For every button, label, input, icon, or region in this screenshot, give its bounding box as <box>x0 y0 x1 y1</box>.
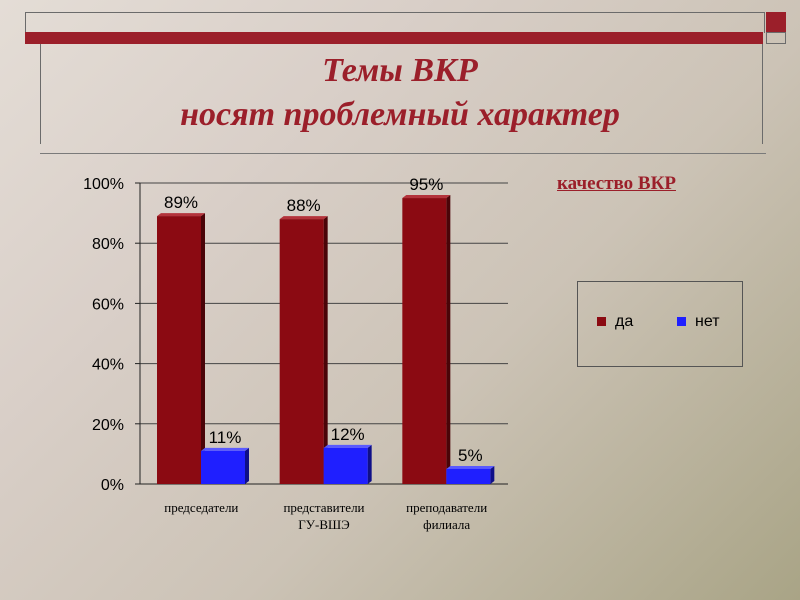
data-label: 89% <box>164 193 198 212</box>
legend-swatch <box>597 317 606 326</box>
bar-top <box>323 444 372 448</box>
bar-top <box>279 216 328 220</box>
bar-side <box>245 447 249 484</box>
bar-da <box>279 219 324 484</box>
y-tick-label: 100% <box>83 176 124 193</box>
bar-da <box>157 216 201 485</box>
x-category-label: председатели <box>164 500 238 515</box>
legend-label: нет <box>695 313 720 330</box>
data-label: 88% <box>287 196 321 215</box>
bar-side <box>446 195 451 485</box>
bar-side <box>490 465 495 484</box>
bar-net <box>323 447 368 484</box>
legend-label: да <box>615 313 633 330</box>
corner-outline-square <box>766 32 786 44</box>
y-tick-label: 80% <box>92 236 124 253</box>
bar-side <box>201 213 205 485</box>
bar-top <box>446 465 495 469</box>
x-category-label: преподаватели <box>406 500 487 515</box>
chart-legend <box>577 281 743 367</box>
bar-side <box>367 444 372 484</box>
data-label: 12% <box>331 425 365 444</box>
bar-top <box>201 447 249 451</box>
slide-title-line2: носят проблемный характер <box>180 96 620 133</box>
x-category-label: представители <box>283 500 364 515</box>
y-tick-label: 0% <box>101 477 124 494</box>
chart-title: качество ВКР <box>557 173 676 194</box>
y-tick-label: 20% <box>92 417 124 434</box>
slide-title-line1: Темы ВКР <box>322 52 478 89</box>
top-accent-bar <box>25 32 763 44</box>
y-tick-label: 40% <box>92 357 124 374</box>
data-label: 95% <box>409 175 443 194</box>
y-tick-label: 60% <box>92 296 124 313</box>
title-frame <box>40 44 763 144</box>
data-label: 11% <box>209 428 242 447</box>
bar-da <box>402 198 447 485</box>
bar-top <box>157 213 205 217</box>
top-border-line <box>25 12 765 33</box>
data-label: 5% <box>458 446 483 465</box>
x-category-label: филиала <box>423 517 470 532</box>
bar-side <box>323 216 328 484</box>
x-category-label: ГУ-ВШЭ <box>298 517 350 532</box>
bar-net <box>446 468 491 484</box>
corner-accent-square <box>766 12 786 32</box>
bar-net <box>201 450 245 484</box>
legend-swatch <box>677 317 686 326</box>
title-underline <box>40 153 766 154</box>
bar-top <box>402 195 451 199</box>
